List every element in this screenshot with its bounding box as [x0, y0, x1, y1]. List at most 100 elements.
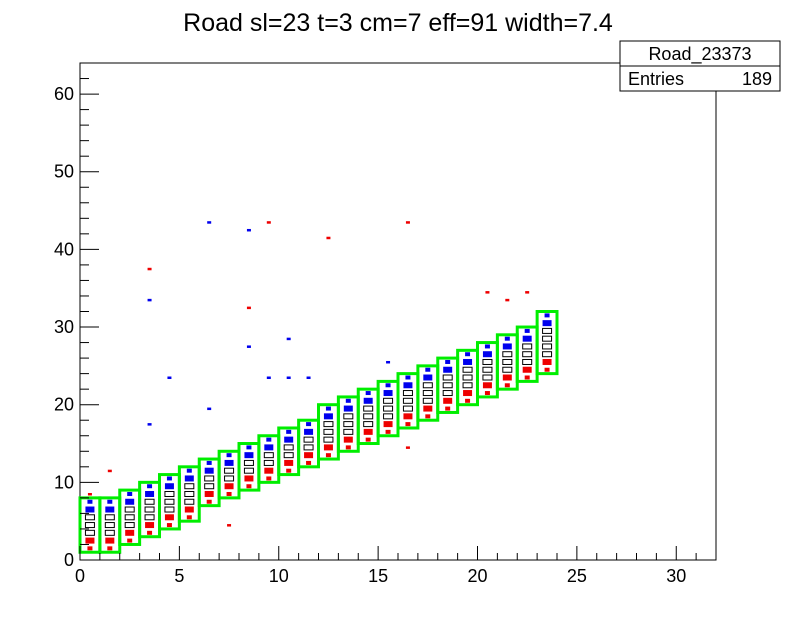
road-hit-3-6 [144, 506, 155, 513]
y-tick-label-3: 30 [54, 317, 74, 337]
road-hit-5-9 [184, 483, 195, 490]
road-bin-6 [197, 457, 221, 508]
road-hit-8-9 [246, 484, 252, 489]
road-hit-0-5 [84, 514, 95, 521]
road-hit-10-11 [286, 468, 292, 473]
road-hit-14-20 [363, 397, 373, 404]
road-hit-15-20 [383, 397, 394, 404]
road-hit-13-15 [343, 436, 353, 443]
road-hit-17-23 [423, 374, 433, 381]
road-hit-2-6 [124, 506, 135, 513]
road-hit-22-29 [524, 328, 530, 333]
road-hit-16-18 [403, 413, 413, 420]
road-hit-16-23 [405, 375, 411, 380]
road-hit-15-18 [383, 413, 394, 420]
road-hit-9-11 [264, 467, 274, 474]
road-hit-3-5 [144, 514, 155, 521]
stray-hit-10 [246, 306, 251, 310]
road-hit-11-17 [306, 422, 312, 427]
stray-hit-22 [505, 298, 510, 302]
road-bin-20 [476, 341, 499, 399]
x-tick-label-5: 25 [567, 566, 587, 586]
road-hit-4-6 [164, 506, 175, 513]
road-hit-1-7 [107, 499, 113, 504]
stray-hit-4 [147, 423, 152, 426]
road-hit-15-19 [383, 405, 394, 412]
axes: 0 5 10 15 20 25 30 0 10 20 30 40 50 60 [54, 62, 717, 586]
road-hit-6-10 [204, 475, 215, 482]
road-hit-1-1 [107, 546, 113, 551]
road-hit-7-9 [224, 483, 234, 490]
road-hit-19-20 [465, 398, 471, 403]
road-hit-14-21 [365, 391, 371, 396]
road-hit-5-8 [184, 490, 195, 497]
road-bin-10 [277, 426, 301, 477]
road-hit-19-21 [463, 390, 473, 397]
road-bin-11 [297, 418, 320, 469]
road-hit-0-3 [84, 529, 95, 536]
road-hit-1-6 [105, 506, 115, 513]
road-hit-23-24 [544, 367, 550, 372]
road-hit-23-27 [542, 343, 553, 350]
road-hit-9-12 [263, 459, 274, 466]
road-hit-19-26 [465, 352, 471, 357]
road-hit-23-26 [542, 351, 553, 358]
road-hit-6-11 [204, 467, 214, 474]
stray-hit-23 [525, 291, 530, 294]
road-hit-20-21 [484, 391, 490, 396]
road-band [78, 310, 559, 554]
road-bin-17 [416, 364, 440, 422]
road-hit-19-23 [462, 374, 473, 381]
road-hit-9-15 [266, 437, 272, 442]
road-hit-1-4 [104, 522, 115, 529]
y-tick-label-1: 10 [54, 472, 74, 492]
stats-entries-value: 189 [742, 69, 772, 89]
road-hit-0-2 [85, 537, 95, 544]
road-hit-8-10 [244, 475, 254, 482]
road-hit-5-10 [184, 475, 194, 482]
road-bin-22 [515, 325, 539, 383]
road-hit-20-27 [484, 344, 490, 349]
plot-frame [79, 62, 717, 561]
road-hit-6-8 [204, 490, 214, 497]
road-hit-20-22 [482, 382, 492, 389]
road-hit-22-25 [522, 358, 533, 365]
road-hit-12-14 [323, 444, 333, 451]
road-bin-8 [237, 442, 261, 492]
road-bin-12 [317, 403, 340, 461]
road-hit-0-1 [87, 546, 93, 551]
road-hit-12-16 [323, 428, 334, 435]
road-hit-16-22 [403, 382, 413, 389]
road-bin-3 [138, 480, 161, 539]
road-hit-3-8 [145, 490, 155, 497]
road-hit-17-19 [423, 405, 433, 412]
road-hit-2-8 [127, 491, 133, 496]
y-tick-label-6: 60 [54, 84, 74, 104]
road-hit-3-3 [147, 530, 153, 535]
road-hit-7-12 [224, 459, 234, 466]
road-hit-7-13 [226, 453, 232, 458]
road-hit-4-7 [164, 498, 175, 505]
road-hit-0-4 [84, 522, 95, 529]
road-hit-11-16 [304, 428, 314, 435]
road-hit-2-7 [125, 498, 135, 505]
stray-hit-13 [266, 376, 271, 380]
stray-hit-17 [326, 236, 331, 240]
x-tick-label-1: 5 [174, 566, 184, 586]
stray-hit-8 [227, 524, 232, 527]
chart-title: Road sl=23 t=3 cm=7 eff=91 width=7.4 [183, 9, 613, 37]
road-hit-14-16 [363, 428, 373, 435]
road-hit-6-9 [204, 483, 215, 490]
road-hit-13-20 [345, 398, 351, 403]
road-hit-21-23 [502, 374, 512, 381]
y-tick-label-2: 20 [54, 395, 74, 415]
road-hit-13-14 [345, 445, 351, 450]
x-tick-label-3: 15 [368, 566, 388, 586]
road-hit-10-16 [286, 429, 292, 434]
x-tick-label-2: 10 [269, 566, 289, 586]
road-hit-7-11 [224, 467, 235, 474]
road-hit-22-23 [524, 375, 530, 380]
road-bin-7 [217, 449, 241, 500]
stray-hit-16 [306, 376, 311, 380]
road-bin-2 [118, 488, 142, 546]
